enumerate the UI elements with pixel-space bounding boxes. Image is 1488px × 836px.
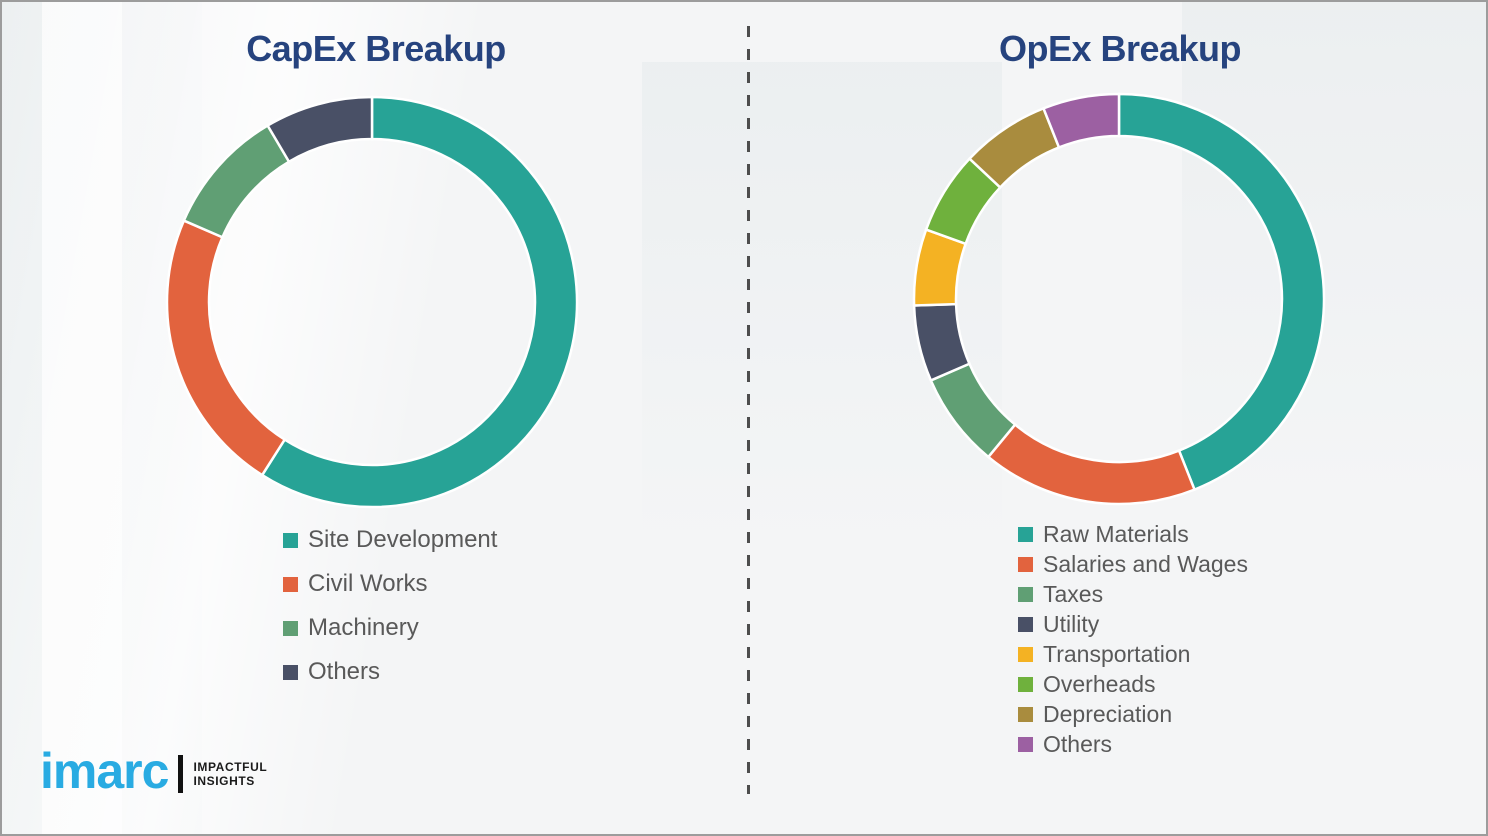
vertical-dashed-divider [747,26,750,794]
opex-donut-chart [912,92,1326,506]
legend-label: Overheads [1043,670,1156,697]
donut-segment-raw-materials [1117,92,1326,492]
donut-segment-others [1041,92,1121,150]
legend-item: Raw Materials [1018,519,1248,549]
legend-label: Taxes [1043,580,1104,607]
legend-item: Overheads [1018,669,1248,699]
legend-item: Site Development [283,518,497,562]
imarc-logo-tagline-line1: IMPACTFUL [193,759,268,774]
legend-label: Raw Materials [1043,520,1189,547]
imarc-logo-wordmark: imarc [40,743,169,799]
legend-swatch [283,532,298,548]
imarc-logo-tagline-line2: INSIGHTS [193,774,255,788]
legend-item: Civil Works [283,562,497,606]
imarc-logo-tagline: IMPACTFUL INSIGHTS [193,760,267,789]
legend-label: Machinery [308,614,419,641]
legend-item: Salaries and Wages [1018,549,1248,579]
legend-swatch [283,664,298,680]
legend-item: Taxes [1018,579,1248,609]
donut-segment-machinery [182,123,291,239]
opex-chart-title: OpEx Breakup [998,28,1242,69]
opex-legend: Raw Materials Salaries and Wages Taxes Util… [1018,519,1248,759]
imarc-logo: imarc IMPACTFUL INSIGHTS [40,746,267,796]
legend-label: Transportation [1043,640,1191,667]
legend-swatch [1018,556,1033,572]
legend-label: Depreciation [1043,700,1173,727]
legend-swatch [1018,646,1033,662]
capex-legend: Site Development Civil Works Machinery Othe… [283,518,497,694]
legend-swatch [283,620,298,636]
legend-item: Transportation [1018,639,1248,669]
opex-panel: OpEx Breakup Raw Materials Salaries and W… [750,2,1486,834]
legend-item: Others [283,650,497,694]
legend-label: Site Development [308,526,498,553]
legend-label: Others [308,658,381,685]
imarc-logo-divider-bar [178,755,184,793]
legend-swatch [1018,616,1033,632]
legend-item: Machinery [283,606,497,650]
capex-donut-chart [165,95,579,509]
legend-swatch [1018,586,1033,602]
legend-swatch [1018,676,1033,692]
legend-item: Depreciation [1018,699,1248,729]
legend-swatch [283,576,298,592]
donut-segment-salaries-and-wages [986,422,1197,506]
legend-item: Utility [1018,609,1248,639]
capex-chart-title: CapEx Breakup [246,28,506,69]
capex-panel: CapEx Breakup Site Development Civil Work… [2,2,750,834]
legend-label: Salaries and Wages [1043,550,1248,577]
donut-segment-site-development [260,95,579,509]
legend-label: Utility [1043,610,1100,637]
legend-item: Others [1018,729,1248,759]
legend-label: Others [1043,730,1113,757]
legend-label: Civil Works [308,570,428,597]
legend-swatch [1018,526,1033,542]
legend-swatch [1018,706,1033,722]
donut-segment-others [265,95,374,164]
donut-segment-civil-works [165,218,287,477]
legend-swatch [1018,736,1033,752]
